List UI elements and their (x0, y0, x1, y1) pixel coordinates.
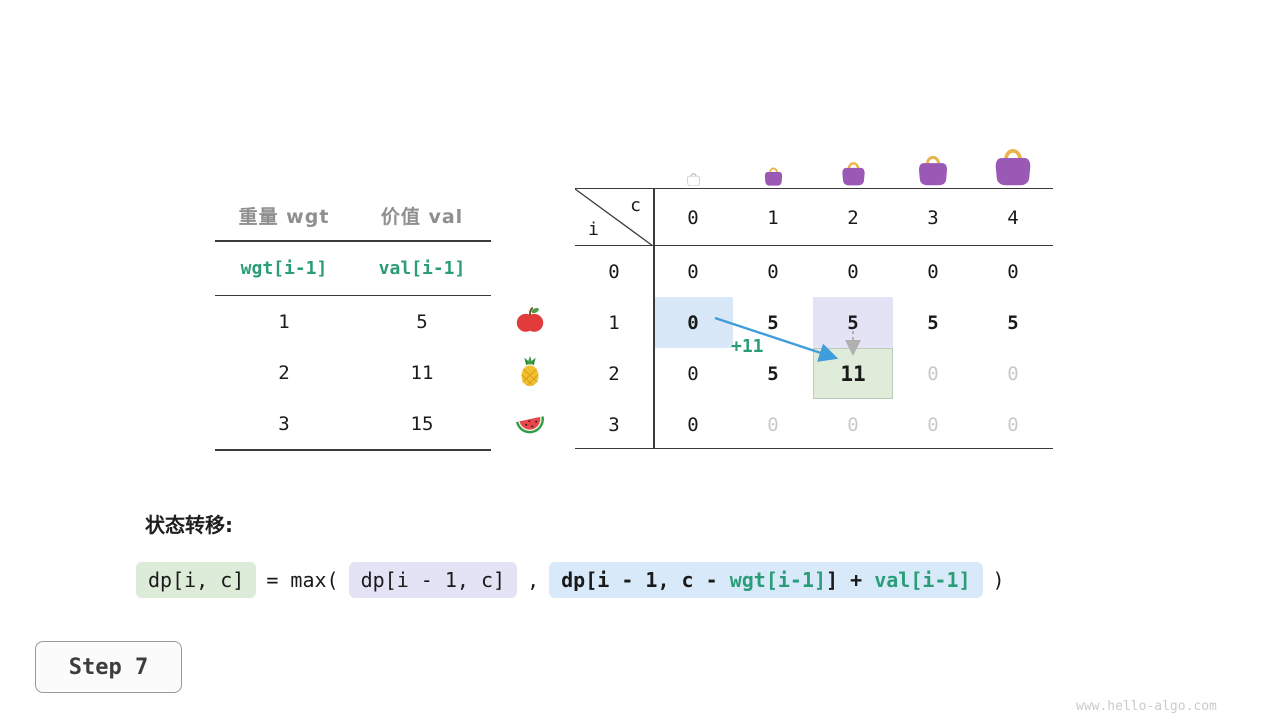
wgt-index-label: wgt[i-1] (240, 257, 328, 279)
divider (215, 240, 491, 242)
dp-cell-3-3: 0 (927, 413, 939, 436)
watermelon-icon (513, 405, 549, 441)
dp-col-header-4: 4 (1007, 206, 1019, 229)
formula-arg-keep: dp[i - 1, c] (348, 562, 518, 598)
value-add-annotation: +11 (731, 336, 764, 357)
dp-column-headers: 0 1 2 3 4 (653, 189, 1053, 246)
dp-cell-2-1: 5 (767, 362, 779, 385)
dp-row-header-2: 2 (608, 362, 620, 385)
dp-row-headers: 0 1 2 3 (575, 246, 653, 450)
dp-cell-0-1: 0 (767, 260, 779, 283)
formula-close-paren: ) (992, 568, 1005, 592)
item-3-weight: 3 (278, 412, 290, 435)
dp-cell-0-4: 0 (1007, 260, 1019, 283)
formula-arg-take-prefix: dp[i - 1, c - (561, 568, 730, 592)
dp-cell-3-4: 0 (1007, 413, 1019, 436)
item-1-weight: 1 (278, 310, 290, 333)
bag-capacity-4-icon (973, 138, 1053, 186)
item-row-1: 1 5 (215, 296, 491, 347)
items-table-index-row: wgt[i-1] val[i-1] (215, 242, 491, 295)
formula-comma: , (527, 568, 540, 592)
bag-icon-row (653, 126, 1053, 186)
dp-col-header-3: 3 (927, 206, 939, 229)
formula-val-ref: val[i-1] (874, 568, 971, 592)
items-table-header-row: 重量 wgt 价值 val (215, 190, 491, 240)
formula-arg-take: dp[i - 1, c - wgt[i-1]] + val[i-1] (549, 562, 983, 598)
bag-capacity-0-icon (653, 169, 733, 186)
apple-icon (513, 303, 549, 339)
state-transition-title: 状态转移: (145, 513, 233, 537)
items-table: 重量 wgt 价值 val wgt[i-1] val[i-1] 1 5 2 11… (215, 190, 491, 451)
dp-cell-3-2: 0 (847, 413, 859, 436)
dp-col-header-1: 1 (767, 206, 779, 229)
val-index-label: val[i-1] (378, 257, 466, 279)
dp-cell-1-0: 0 (653, 297, 733, 348)
dp-col-header-2: 2 (847, 206, 859, 229)
dp-cell-3-0: 0 (687, 413, 699, 436)
capacity-axis-label: c (630, 195, 641, 216)
dp-cell-0-2: 0 (847, 260, 859, 283)
bag-capacity-3-icon (893, 147, 973, 186)
item-1-value: 5 (416, 310, 428, 333)
state-transition-formula: dp[i, c] = max( dp[i - 1, c] , dp[i - 1,… (136, 562, 1005, 598)
dp-corner-cell: c i (575, 189, 653, 246)
dp-axis-vertical-line (653, 189, 655, 448)
dp-cell-0-0: 0 (687, 260, 699, 283)
dp-grid: 0 0 0 0 0 0 5 5 5 5 0 5 11 0 0 0 0 0 0 0 (653, 246, 1053, 450)
item-2-value: 11 (410, 361, 434, 384)
weight-column-header: 重量 wgt (238, 205, 330, 228)
item-row-3: 3 15 (215, 398, 491, 449)
formula-equals-max: = max( (266, 568, 339, 592)
dp-cell-1-3: 5 (927, 311, 939, 334)
dp-cell-3-1: 0 (767, 413, 779, 436)
formula-wgt-ref: wgt[i-1] (729, 568, 827, 592)
value-column-header: 价值 val (380, 205, 464, 228)
dp-cell-0-3: 0 (927, 260, 939, 283)
dp-cell-2-2: 11 (813, 348, 893, 399)
pineapple-icon (513, 354, 549, 390)
dp-cell-1-2: 5 (813, 297, 893, 348)
item-row-2: 2 11 (215, 347, 491, 398)
dp-cell-2-3: 0 (927, 362, 939, 385)
item-2-weight: 2 (278, 361, 290, 384)
formula-arg-take-mid: ] + (826, 568, 875, 592)
dp-cell-2-4: 0 (1007, 362, 1019, 385)
dp-row-header-3: 3 (608, 413, 620, 436)
formula-lhs: dp[i, c] (136, 562, 257, 598)
divider (215, 294, 491, 296)
dp-col-header-0: 0 (687, 206, 699, 229)
bag-capacity-2-icon (813, 155, 893, 186)
item-3-value: 15 (410, 412, 434, 435)
divider (215, 449, 491, 451)
dp-row-header-1: 1 (608, 311, 620, 334)
dp-table: c i 0 1 2 3 4 0 1 2 3 0 0 0 0 0 0 5 5 5 … (575, 188, 1053, 449)
dp-row-header-0: 0 (608, 260, 620, 283)
step-indicator: Step 7 (35, 641, 182, 693)
item-axis-label: i (588, 219, 599, 240)
watermark: www.hello-algo.com (1076, 699, 1217, 714)
dp-cell-2-0: 0 (687, 362, 699, 385)
dp-cell-1-4: 5 (1007, 311, 1019, 334)
bag-capacity-1-icon (733, 162, 813, 186)
dp-axis-horizontal-line (575, 244, 1053, 246)
